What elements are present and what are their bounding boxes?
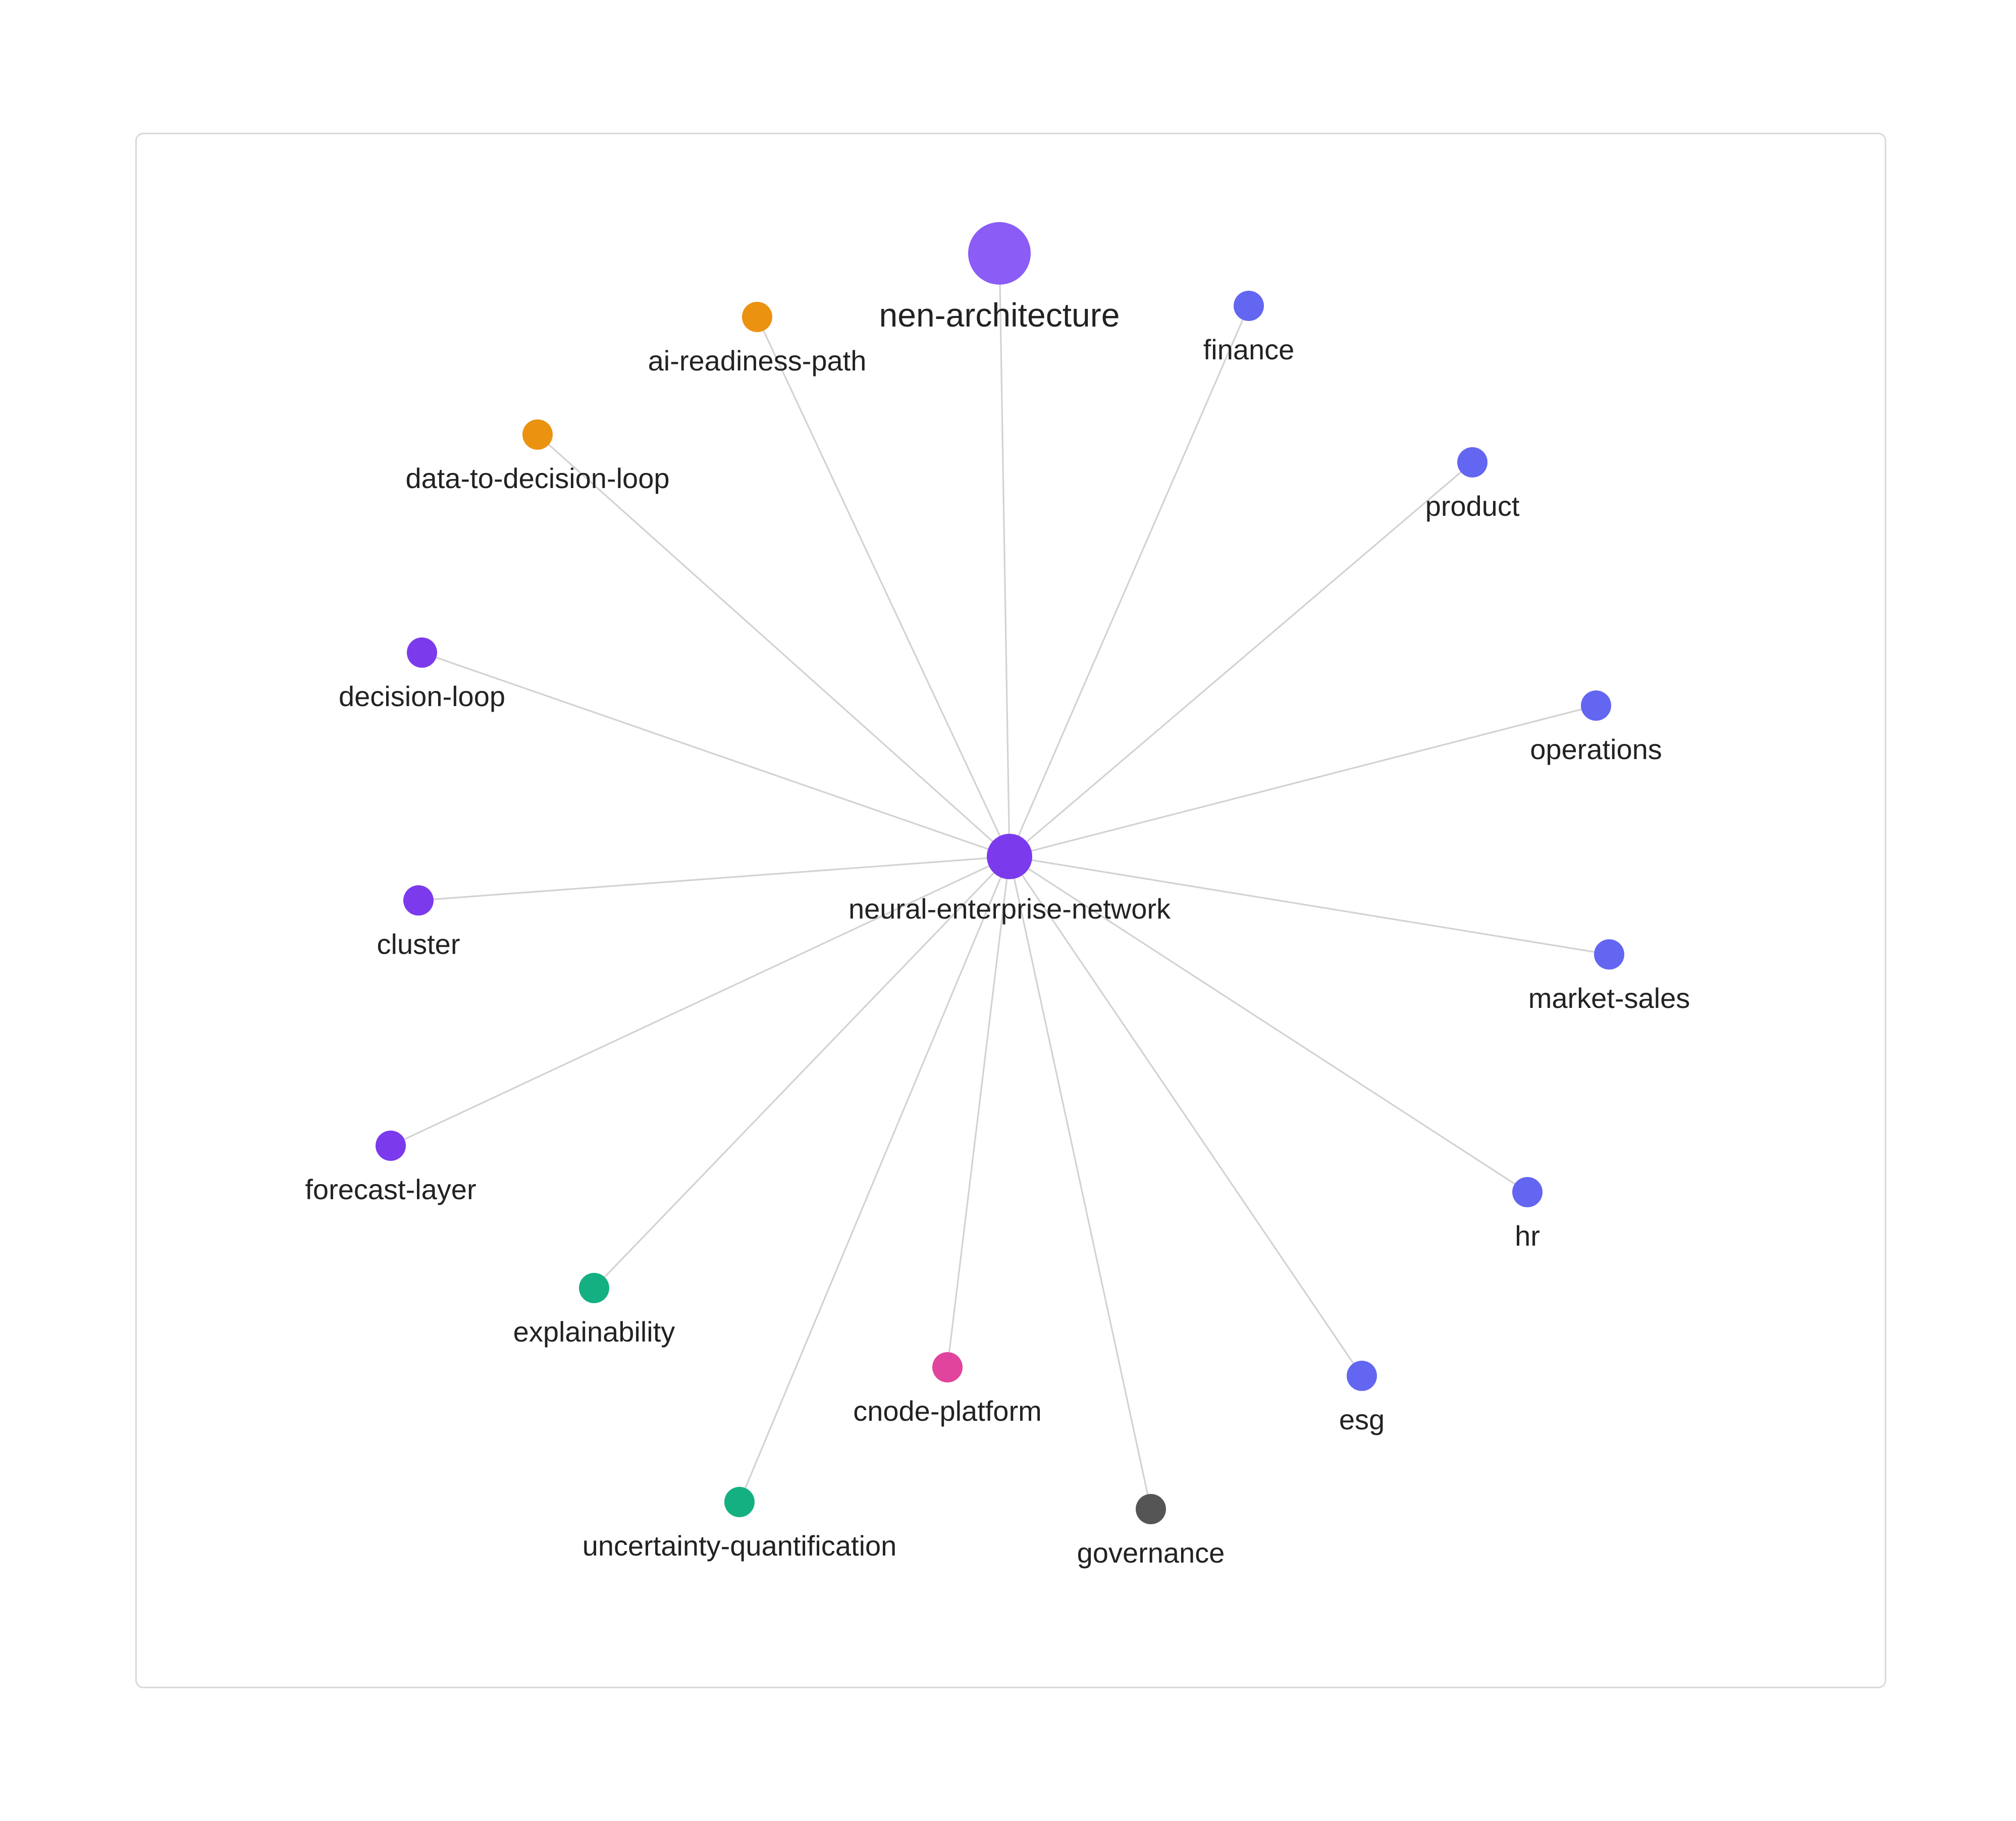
node-forecast-layer[interactable] <box>376 1131 406 1161</box>
node-label-decision-loop: decision-loop <box>339 680 505 712</box>
edge-neural-enterprise-network-to-decision-loop <box>421 652 1010 858</box>
nodes-layer <box>376 222 1624 1524</box>
edge-neural-enterprise-network-to-cluster <box>418 855 1010 901</box>
edge-neural-enterprise-network-to-operations <box>1009 705 1597 858</box>
node-label-uncertainty-quantification: uncertainty-quantification <box>582 1530 897 1562</box>
node-governance[interactable] <box>1136 1494 1166 1524</box>
edge-neural-enterprise-network-to-hr <box>1009 855 1528 1193</box>
node-label-market-sales: market-sales <box>1528 982 1690 1014</box>
edge-neural-enterprise-network-to-governance <box>1009 856 1152 1510</box>
node-label-cnode-platform: cnode-platform <box>853 1395 1042 1427</box>
node-uncertainty-quantification[interactable] <box>724 1487 755 1517</box>
node-label-forecast-layer: forecast-layer <box>305 1173 476 1205</box>
node-label-esg: esg <box>1339 1404 1385 1435</box>
node-nen-architecture[interactable] <box>968 222 1031 285</box>
node-label-ai-readiness-path: ai-readiness-path <box>648 345 867 377</box>
edge-neural-enterprise-network-to-uncertainty-quantification <box>738 856 1011 1503</box>
edge-neural-enterprise-network-to-nen-architecture <box>998 253 1011 857</box>
node-cluster[interactable] <box>403 885 434 916</box>
node-label-governance: governance <box>1077 1537 1225 1569</box>
node-explainability[interactable] <box>579 1273 609 1303</box>
edge-neural-enterprise-network-to-forecast-layer <box>390 855 1010 1147</box>
node-product[interactable] <box>1457 447 1488 477</box>
node-label-neural-enterprise-network: neural-enterprise-network <box>848 893 1171 925</box>
edge-neural-enterprise-network-to-ai-readiness-path <box>756 316 1011 857</box>
node-label-hr: hr <box>1515 1220 1540 1252</box>
node-data-to-decision-loop[interactable] <box>522 419 553 450</box>
node-decision-loop[interactable] <box>407 637 437 668</box>
edge-neural-enterprise-network-to-finance <box>1009 305 1250 857</box>
labels-layer: nen-architecture neural-enterprise-networ… <box>305 296 1690 1569</box>
edge-neural-enterprise-network-to-data-to-decision-loop <box>537 434 1011 858</box>
node-label-data-to-decision-loop: data-to-decision-loop <box>406 462 670 494</box>
edges-layer <box>390 253 1610 1510</box>
node-operations[interactable] <box>1581 690 1611 721</box>
edge-neural-enterprise-network-to-explainability <box>593 855 1011 1289</box>
node-neural-enterprise-network[interactable] <box>987 834 1032 879</box>
node-label-cluster: cluster <box>377 928 460 960</box>
node-cnode-platform[interactable] <box>932 1352 963 1382</box>
node-hr[interactable] <box>1512 1177 1543 1207</box>
node-esg[interactable] <box>1347 1361 1377 1391</box>
node-label-nen-architecture: nen-architecture <box>879 296 1120 334</box>
node-label-explainability: explainability <box>513 1316 675 1348</box>
node-label-product: product <box>1425 490 1520 522</box>
node-finance[interactable] <box>1234 291 1264 321</box>
node-market-sales[interactable] <box>1594 939 1624 970</box>
edge-neural-enterprise-network-to-cnode-platform <box>946 856 1011 1368</box>
edge-neural-enterprise-network-to-market-sales <box>1009 855 1610 955</box>
node-label-finance: finance <box>1203 334 1295 365</box>
edge-neural-enterprise-network-to-esg <box>1009 856 1363 1376</box>
edge-neural-enterprise-network-to-product <box>1009 461 1473 858</box>
node-label-operations: operations <box>1530 733 1662 765</box>
node-ai-readiness-path[interactable] <box>742 302 772 332</box>
